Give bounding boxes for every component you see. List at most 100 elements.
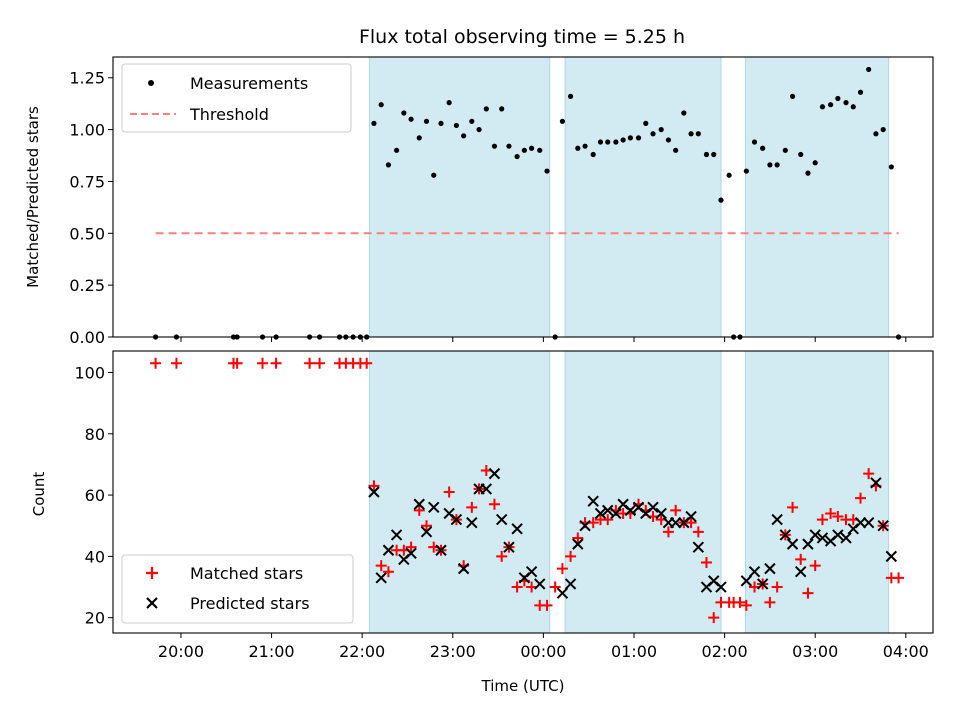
measurement-point bbox=[401, 110, 407, 116]
measurement-point bbox=[751, 139, 758, 145]
top-shaded-interval bbox=[564, 56, 722, 338]
predicted-star-point bbox=[428, 501, 440, 514]
bottom-x-tick-label: 23:00 bbox=[430, 642, 476, 661]
measurement-point bbox=[514, 153, 520, 160]
predicted-star-point bbox=[795, 565, 807, 578]
measurement-point bbox=[521, 147, 527, 153]
measurement-point bbox=[394, 147, 400, 153]
bottom-y-tick-label: 40 bbox=[85, 547, 105, 566]
bottom-y-ticks: 20 40 60 80 100 bbox=[74, 363, 113, 628]
measurement-point bbox=[446, 100, 452, 106]
measurement-point bbox=[828, 102, 834, 108]
predicted-star-point bbox=[495, 513, 508, 526]
matched-star-point bbox=[787, 501, 799, 513]
measurement-point bbox=[469, 118, 475, 124]
predicted-star-point bbox=[413, 498, 425, 510]
measurement-point bbox=[423, 118, 430, 124]
top-y-tick-label: 0.25 bbox=[69, 276, 105, 295]
predicted-star-point bbox=[779, 529, 792, 541]
predicted-star-point bbox=[715, 581, 727, 593]
matched-star-point bbox=[809, 560, 821, 572]
predicted-star-point bbox=[756, 578, 769, 590]
matched-star-point bbox=[405, 541, 417, 553]
matched-star-point bbox=[150, 357, 162, 369]
matched-star-point bbox=[526, 581, 538, 593]
matched-star-point bbox=[795, 553, 807, 565]
measurement-point bbox=[805, 170, 811, 176]
matched-star-point bbox=[375, 560, 387, 572]
measurement-point bbox=[635, 135, 642, 141]
top-x-ticks bbox=[180, 337, 907, 342]
measurement-point bbox=[529, 145, 535, 151]
matched-star-point bbox=[565, 550, 577, 562]
bottom-shaded-interval bbox=[564, 350, 722, 634]
predicted-star-point bbox=[685, 510, 697, 523]
matched-star-point bbox=[572, 532, 584, 544]
measurement-point bbox=[627, 135, 633, 141]
predicted-star-point bbox=[740, 575, 753, 587]
matched-star-point bbox=[549, 581, 561, 593]
predicted-star-point bbox=[594, 507, 607, 520]
measurement-point bbox=[681, 110, 687, 116]
matched-star-point bbox=[231, 357, 243, 369]
matched-star-point bbox=[382, 566, 394, 578]
matched-star-point bbox=[496, 550, 508, 562]
bottom-y-tick-label: 100 bbox=[74, 363, 105, 382]
measurement-point bbox=[695, 131, 701, 137]
measurement-point bbox=[767, 162, 773, 168]
bottom-y-tick-label: 20 bbox=[85, 609, 105, 628]
predicted-star-point bbox=[692, 541, 705, 553]
predicted-star-point bbox=[877, 520, 889, 532]
legend-measurements-label: Measurements bbox=[190, 74, 308, 93]
measurement-point bbox=[559, 118, 566, 124]
matched-star-point bbox=[700, 557, 712, 568]
top-shaded-interval bbox=[368, 56, 551, 338]
matched-star-point bbox=[832, 511, 844, 523]
matched-star-point bbox=[314, 357, 326, 369]
bottom-shaded-interval bbox=[744, 350, 890, 634]
top-y-axis-label: Matched/Predicted stars bbox=[24, 106, 42, 288]
measurement-point bbox=[857, 89, 864, 95]
predicted-star-point bbox=[390, 529, 403, 541]
bottom-y-tick-label: 60 bbox=[85, 486, 105, 505]
top-axes-frame bbox=[112, 56, 934, 338]
matched-star-point bbox=[662, 526, 674, 538]
legend-threshold-label: Threshold bbox=[189, 105, 269, 124]
measurement-point bbox=[880, 126, 886, 133]
legend-measurements-marker bbox=[148, 80, 154, 86]
measurement-point bbox=[888, 164, 894, 170]
bottom-x-ticks: 20:00 21:00 22:00 23:00 00:00 01:00 02:00 03:00… bbox=[158, 633, 929, 661]
predicted-star-point bbox=[771, 513, 783, 526]
matched-star-point bbox=[480, 465, 492, 477]
measurement-point bbox=[718, 197, 724, 203]
matched-star-point bbox=[670, 504, 682, 516]
matched-star-point bbox=[893, 572, 905, 584]
predicted-star-point bbox=[809, 529, 821, 541]
bottom-x-tick-label: 04:00 bbox=[883, 642, 929, 661]
predicted-star-point bbox=[382, 544, 395, 556]
bottom-shaded-interval bbox=[368, 350, 551, 634]
predicted-star-point bbox=[368, 486, 380, 498]
predicted-star-point bbox=[885, 550, 898, 563]
bottom-x-tick-label: 02:00 bbox=[702, 642, 748, 661]
measurement-point bbox=[590, 151, 596, 158]
measurement-point bbox=[544, 168, 550, 174]
legend-matched-marker bbox=[146, 567, 158, 579]
measurement-point bbox=[575, 145, 581, 151]
predicted-star-point bbox=[816, 532, 829, 544]
matched-star-point bbox=[361, 357, 373, 369]
measurement-point bbox=[835, 95, 841, 102]
predicted-star-point bbox=[748, 565, 761, 578]
measurement-point bbox=[476, 126, 482, 133]
measurement-point bbox=[438, 120, 444, 126]
measurement-point bbox=[688, 131, 694, 137]
predicted-star-point bbox=[450, 513, 463, 526]
predicted-star-point bbox=[420, 526, 433, 538]
top-shaded-interval bbox=[744, 56, 890, 338]
measurement-point bbox=[620, 137, 626, 143]
measurement-point bbox=[711, 151, 717, 158]
matched-star-point bbox=[413, 504, 425, 516]
top-y-tick-label: 0.00 bbox=[69, 328, 105, 347]
bottom-panel: 20 40 60 80 100 20:00 21:00 22:00 23:00 00:00 01:… bbox=[30, 350, 934, 695]
